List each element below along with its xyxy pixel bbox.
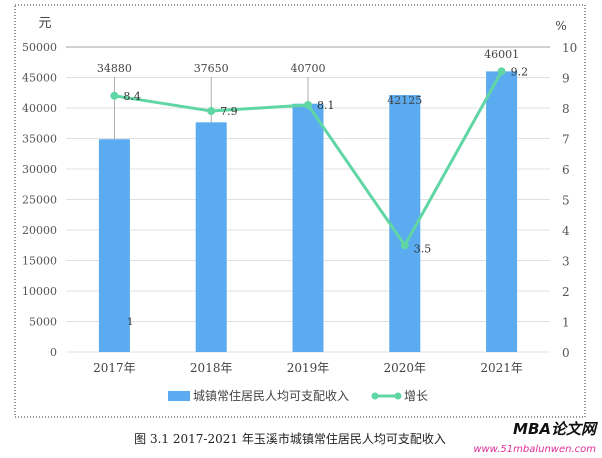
- watermark-logo: MBA论文网: [513, 420, 596, 438]
- growth-marker: [497, 67, 506, 76]
- left-tick-label: 20000: [22, 224, 57, 237]
- legend-bar-label: 城镇常住居民人均可支配收入: [193, 389, 349, 403]
- growth-marker: [207, 107, 216, 116]
- right-tick-label: 6: [562, 163, 570, 177]
- left-tick-label: 25000: [22, 194, 57, 207]
- legend: 城镇常住居民人均可支配收入 增长: [168, 389, 428, 403]
- figure-caption: 图 3.1 2017-2021 年玉溪市城镇常住居民人均可支配收入: [134, 432, 446, 446]
- legend-line-label: 增长: [404, 389, 428, 403]
- right-tick-label: 8: [562, 102, 570, 116]
- right-tick-label: 3: [562, 255, 570, 269]
- watermark-url: www.51mbalunwen.com: [473, 444, 596, 455]
- left-tick-label: 0: [50, 346, 57, 359]
- left-tick-label: 45000: [22, 72, 57, 85]
- bar: [292, 103, 324, 352]
- legend-line-marker: [394, 392, 402, 400]
- left-tick-label: 15000: [22, 255, 57, 268]
- category-label: 2020年: [384, 361, 427, 375]
- right-tick-label: 1: [562, 316, 570, 330]
- right-tick-label: 7: [562, 133, 570, 147]
- growth-data-label: 3.5: [414, 242, 432, 255]
- growth-marker: [400, 241, 409, 250]
- right-tick-label: 10: [562, 41, 577, 55]
- bar-data-label: 46001: [484, 48, 519, 61]
- category-label: 2021年: [480, 361, 523, 375]
- chart: 元 % 0 5000 10000 15000 20000 25000 30000 35000 4…: [14, 4, 586, 418]
- category-label: 2017年: [93, 361, 136, 375]
- growth-data-label: 8.1: [317, 99, 335, 112]
- right-axis-label: %: [555, 19, 566, 33]
- left-tick-label: 40000: [22, 102, 57, 115]
- left-tick-label: 35000: [22, 133, 57, 146]
- bar: [389, 95, 421, 352]
- bar-data-label: 42125: [387, 94, 422, 107]
- left-tick-label: 50000: [22, 41, 57, 54]
- bar-data-label: 37650: [194, 62, 229, 75]
- bar: [486, 71, 518, 353]
- bar-data-label: 34880: [97, 62, 132, 75]
- legend-line-marker: [371, 392, 379, 400]
- category-label: 2018年: [190, 361, 233, 375]
- right-tick-label: 4: [562, 224, 570, 238]
- bar: [195, 122, 227, 353]
- category-label: 2019年: [287, 361, 330, 375]
- left-tick-label: 30000: [22, 163, 57, 176]
- bar: [98, 139, 130, 352]
- chart-border: [14, 4, 586, 418]
- growth-data-label: 7.9: [220, 105, 238, 118]
- left-tick-label: 10000: [22, 285, 57, 298]
- right-tick-label: 9: [562, 72, 570, 86]
- stray-data-label: 1: [127, 317, 133, 328]
- growth-marker: [110, 91, 119, 100]
- bar-data-label: 40700: [291, 62, 326, 75]
- right-tick-label: 0: [562, 346, 570, 360]
- growth-data-label: 9.2: [511, 65, 528, 78]
- legend-bar-swatch: [168, 391, 190, 401]
- right-tick-label: 2: [562, 285, 570, 299]
- right-tick-label: 5: [562, 194, 570, 208]
- left-tick-label: 5000: [29, 316, 57, 329]
- growth-data-label: 8.4: [123, 90, 140, 103]
- growth-marker: [304, 100, 312, 109]
- left-axis-label: 元: [38, 16, 51, 31]
